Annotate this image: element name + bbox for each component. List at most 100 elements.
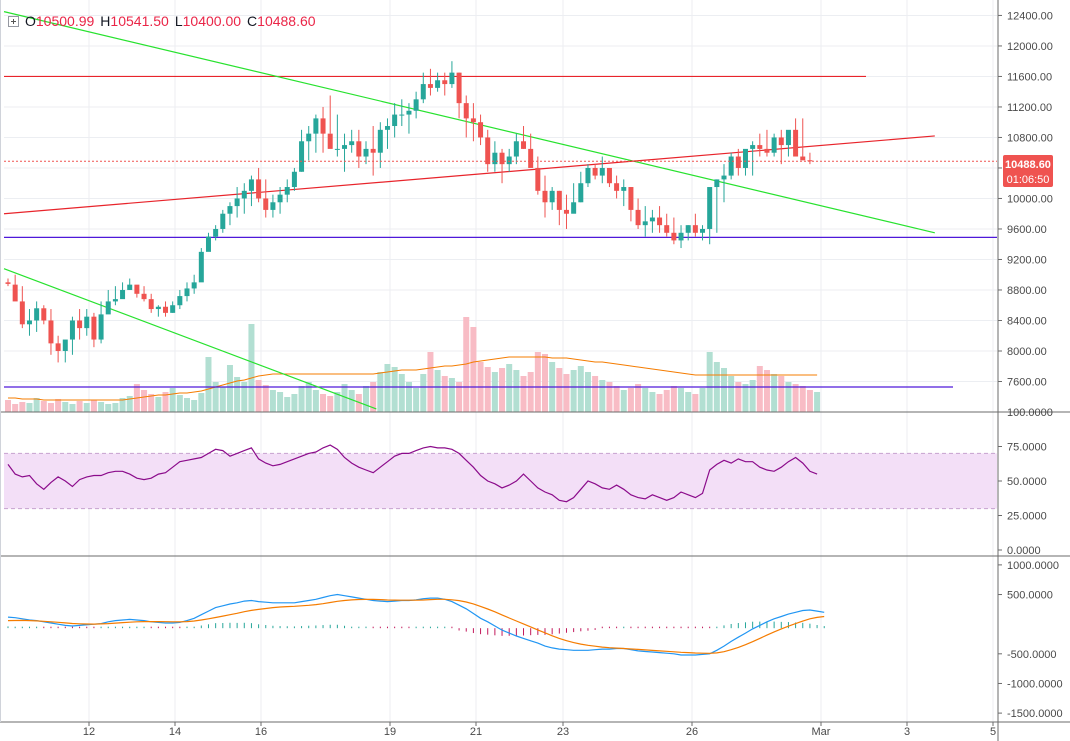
volume-bar (377, 372, 384, 412)
candle-body (248, 179, 254, 191)
volume-bar (241, 382, 248, 412)
macd-tick-label: 1000.0000 (1007, 560, 1059, 572)
low-value: 10400.00 (182, 13, 242, 29)
rsi-line (7, 444, 818, 503)
candle-body (263, 198, 269, 210)
volume-bar (126, 396, 133, 412)
volume-bar (226, 365, 233, 412)
volume-bar (98, 402, 105, 412)
volume-bar (12, 404, 19, 412)
volume-bar (83, 403, 90, 412)
collapse-legend-icon[interactable] (8, 15, 19, 27)
volume-bar (778, 376, 785, 412)
volume-bar (706, 352, 713, 412)
volume-bar (148, 394, 155, 412)
volume-bar (219, 387, 226, 412)
macd-tick-label: -1000.0000 (1007, 678, 1063, 690)
candle-body (657, 217, 663, 226)
volume-bar (234, 377, 241, 412)
volume-bar (735, 382, 742, 412)
time-tick-label: 5 (990, 726, 996, 738)
volume-bar (678, 388, 685, 412)
volume-bar (520, 376, 527, 412)
volume-bar (155, 397, 162, 412)
candle-body (234, 198, 240, 207)
volume-bar (728, 376, 735, 412)
candle-body (384, 126, 390, 130)
candle-body (198, 251, 204, 283)
candle-body (800, 156, 806, 161)
candle-body (685, 225, 691, 233)
volume-bar (33, 398, 40, 412)
candle-body (513, 141, 519, 157)
close-value: 10488.60 (257, 13, 316, 29)
volume-bar (620, 390, 627, 412)
last-price-tag-value: 10488.60 (1005, 159, 1051, 171)
volume-bar (441, 376, 448, 412)
volume-bar (105, 404, 112, 412)
price-tick-label: 8000.00 (1007, 346, 1047, 358)
candle-body (48, 320, 54, 344)
volume-bar (656, 394, 663, 412)
candle-body (785, 129, 791, 146)
volume-bar (785, 382, 792, 412)
rsi-tick-label: 75.0000 (1007, 442, 1047, 454)
candle-body (700, 228, 706, 233)
candle-body (757, 145, 763, 149)
candle-body (793, 129, 799, 157)
volume-bar (305, 382, 312, 412)
price-tick-label: 9200.00 (1007, 254, 1047, 266)
candle-body (213, 228, 219, 237)
volume-bar (5, 400, 11, 412)
volume-bar (184, 398, 190, 412)
volume-bar (649, 392, 656, 412)
candle-body (506, 156, 512, 165)
chart-drawings[interactable] (3, 11, 997, 410)
volume-bar (799, 386, 806, 412)
volume-bar (699, 388, 706, 412)
candle-body (184, 288, 190, 297)
volume-bar (334, 392, 341, 412)
candle-body (220, 213, 226, 229)
candle-body (735, 156, 741, 168)
candle-body (470, 118, 476, 123)
candles (5, 61, 813, 363)
candle-body (148, 299, 154, 310)
time-axis[interactable]: 12 14 16 19 21 23 26 Mar 3 5 (83, 722, 996, 738)
price-axis[interactable]: 12400.00 12000.00 11600.00 11200.00 10800.00… (998, 10, 1063, 720)
candle-body (692, 225, 698, 233)
volume-bar (642, 388, 649, 412)
volume-bar (76, 401, 83, 412)
candle-body (5, 282, 11, 284)
volume-bar (470, 327, 477, 412)
macd-histogram (7, 621, 825, 636)
candle-body (327, 133, 333, 149)
candle-body (399, 114, 405, 116)
candle-body (413, 99, 419, 111)
candle-body (771, 137, 777, 153)
volume-bar (413, 388, 420, 412)
volume-bar (599, 380, 606, 412)
volume-bar (721, 368, 727, 412)
volume-bar (434, 370, 441, 412)
candle-body (449, 72, 455, 85)
candle-body (120, 289, 126, 300)
volume-bar (685, 392, 692, 412)
candle-body (599, 167, 605, 176)
time-tick-label: 19 (384, 726, 396, 738)
volume-bar (635, 384, 642, 412)
rsi-band (4, 453, 997, 509)
volume-bar (391, 367, 398, 412)
rising-trendline (3, 135, 935, 215)
open-value: 10500.99 (35, 13, 95, 29)
candle-body (463, 103, 469, 119)
candle-body (127, 284, 133, 290)
volume-bar (463, 317, 470, 412)
volume-bar (119, 398, 126, 412)
volume-bar (456, 382, 463, 412)
volume-bar (577, 366, 584, 412)
candle-body (499, 152, 505, 165)
volume-bar (327, 396, 334, 412)
candle-body (642, 221, 648, 226)
